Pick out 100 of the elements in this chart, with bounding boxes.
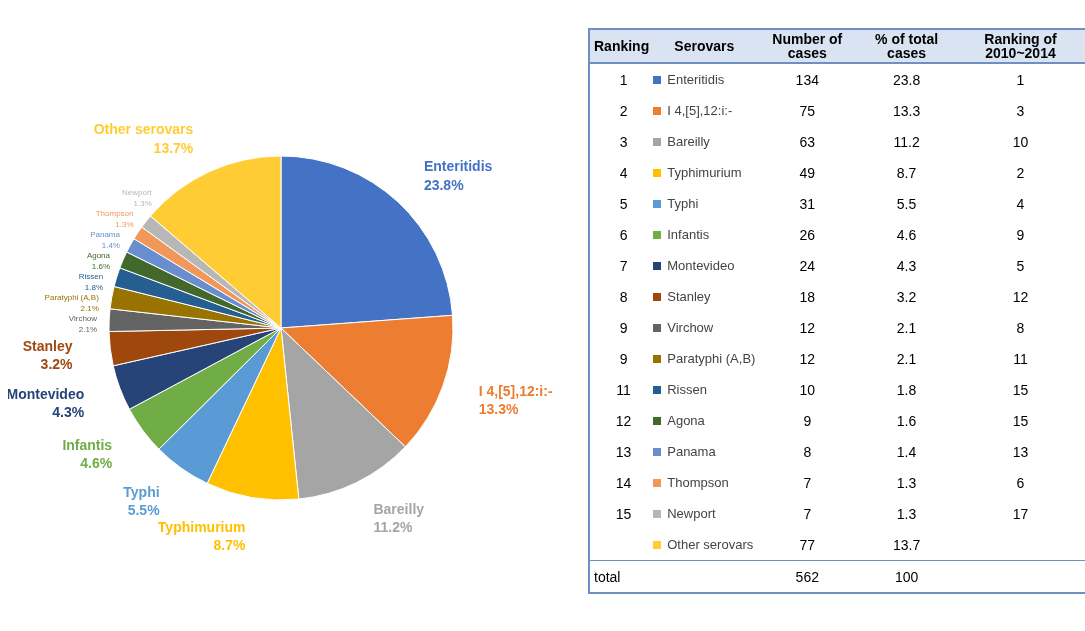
category-label: Paratyphi (A,B)	[666, 350, 756, 368]
slice-label: Agona	[86, 251, 111, 261]
category-label: Montevideo	[666, 257, 736, 275]
data-label: 9	[1015, 225, 1026, 245]
slice-label: Stanley	[22, 337, 73, 354]
slice-label: Newport	[121, 188, 153, 198]
category-label: Agona	[666, 412, 706, 430]
data-label: 13	[614, 442, 633, 462]
category-label: Enteritidis	[666, 71, 726, 89]
data-label: 75	[798, 101, 817, 121]
data-label: 4.3	[895, 256, 918, 276]
data-label: 9	[618, 318, 629, 338]
data-label: 9	[802, 411, 813, 431]
data-label: 1.8	[895, 380, 918, 400]
data-label: 13.7	[891, 535, 922, 555]
category-label: Stanley	[666, 288, 712, 306]
data-label: 23.8%	[423, 176, 465, 193]
data-label: 1.6	[895, 411, 918, 431]
data-label: 14	[614, 473, 633, 493]
slice-label: Montevideo	[6, 385, 85, 402]
category-label: Typhi	[666, 195, 700, 213]
data-label: 1.3%	[115, 219, 134, 229]
text: % of total cases	[859, 30, 954, 63]
data-label: 8	[1015, 318, 1026, 338]
data-label: 15	[614, 504, 633, 524]
slice-label: I 4,[5],12:i:-	[478, 383, 553, 400]
data-label: 18	[798, 287, 817, 307]
data-label: 23.8	[891, 70, 922, 90]
slice-label: Bareilly	[373, 500, 425, 517]
data-label: 63	[798, 132, 817, 152]
data-label: 3	[618, 132, 629, 152]
slice-label: Rissen	[78, 272, 104, 282]
category-label: Newport	[666, 505, 717, 523]
data-label: 100	[893, 567, 920, 587]
data-label: 134	[794, 70, 820, 90]
data-label: 10	[798, 380, 817, 400]
data-label: 2.1	[895, 349, 918, 369]
data-label: 1.4	[895, 442, 918, 462]
slice-label: Virchow	[68, 314, 98, 324]
data-label: 1.4%	[101, 240, 120, 250]
data-label: 3	[1015, 101, 1026, 121]
data-label: 13.3	[891, 101, 922, 121]
category-label: total	[593, 567, 622, 587]
data-label: 3.2	[895, 287, 918, 307]
data-label: 11.2	[892, 132, 921, 152]
slice-label: Paratyphi (A,B)	[44, 293, 100, 303]
data-label: 24	[798, 256, 817, 276]
data-label: 6	[618, 225, 629, 245]
data-label: 8	[802, 442, 813, 462]
data-label: 15	[1011, 380, 1030, 400]
data-label: 12	[798, 349, 817, 369]
data-label: 7	[618, 256, 629, 276]
data-label: 1.8%	[84, 282, 104, 292]
category-label: Panama	[666, 443, 717, 461]
data-label: 15	[1011, 411, 1030, 431]
slice-label: Infantis	[62, 437, 113, 454]
data-label: 26	[798, 225, 817, 245]
data-label: 77	[798, 535, 817, 555]
category-label: Virchow	[666, 319, 715, 337]
slice-label: Typhi	[123, 483, 160, 500]
data-label: 12	[1011, 287, 1030, 307]
data-label: 13.7%	[153, 139, 194, 156]
data-label: 9	[618, 349, 629, 369]
text: Number of cases	[755, 30, 860, 63]
data-label: 17	[1011, 504, 1030, 524]
data-label: 1.3%	[133, 198, 152, 208]
data-label: 31	[798, 194, 817, 214]
data-label: 2	[1015, 163, 1026, 183]
data-label: 11	[615, 380, 632, 400]
text: Ranking of 2010~2014	[953, 30, 1085, 63]
data-label: 12	[798, 318, 817, 338]
data-label: 49	[798, 163, 817, 183]
text: Serovars	[653, 30, 756, 63]
data-label: 4	[618, 163, 629, 183]
data-label: 1.6%	[91, 261, 111, 271]
data-label: 6	[1015, 473, 1026, 493]
data-label: 11	[1012, 349, 1029, 369]
data-label: 4	[1015, 194, 1026, 214]
data-label: 5.5	[895, 194, 918, 214]
category-label: Rissen	[666, 381, 708, 399]
data-label: 5	[618, 194, 629, 214]
category-label: Typhimurium	[666, 164, 743, 182]
data-label: 2.1	[895, 318, 918, 338]
data-label: 10	[1011, 132, 1030, 152]
slice-label: Other serovars	[93, 121, 194, 138]
category-label: Other serovars	[666, 536, 755, 554]
slice-label: Enteritidis	[423, 158, 493, 175]
data-label: 5.5%	[127, 501, 161, 518]
data-label: 13	[1011, 442, 1030, 462]
data-label: 7	[802, 473, 813, 493]
data-label: 8.7%	[213, 537, 247, 554]
data-label: 1.3	[895, 473, 918, 493]
data-label: 1	[1015, 70, 1026, 90]
slice-label: Typhimurium	[157, 519, 246, 536]
data-label: 4.6%	[80, 455, 113, 472]
data-label: 5	[1015, 256, 1026, 276]
data-label: 562	[794, 567, 820, 587]
data-label: 2	[618, 101, 629, 121]
category-label: Thompson	[666, 474, 730, 492]
data-label: 3.2%	[40, 355, 74, 372]
